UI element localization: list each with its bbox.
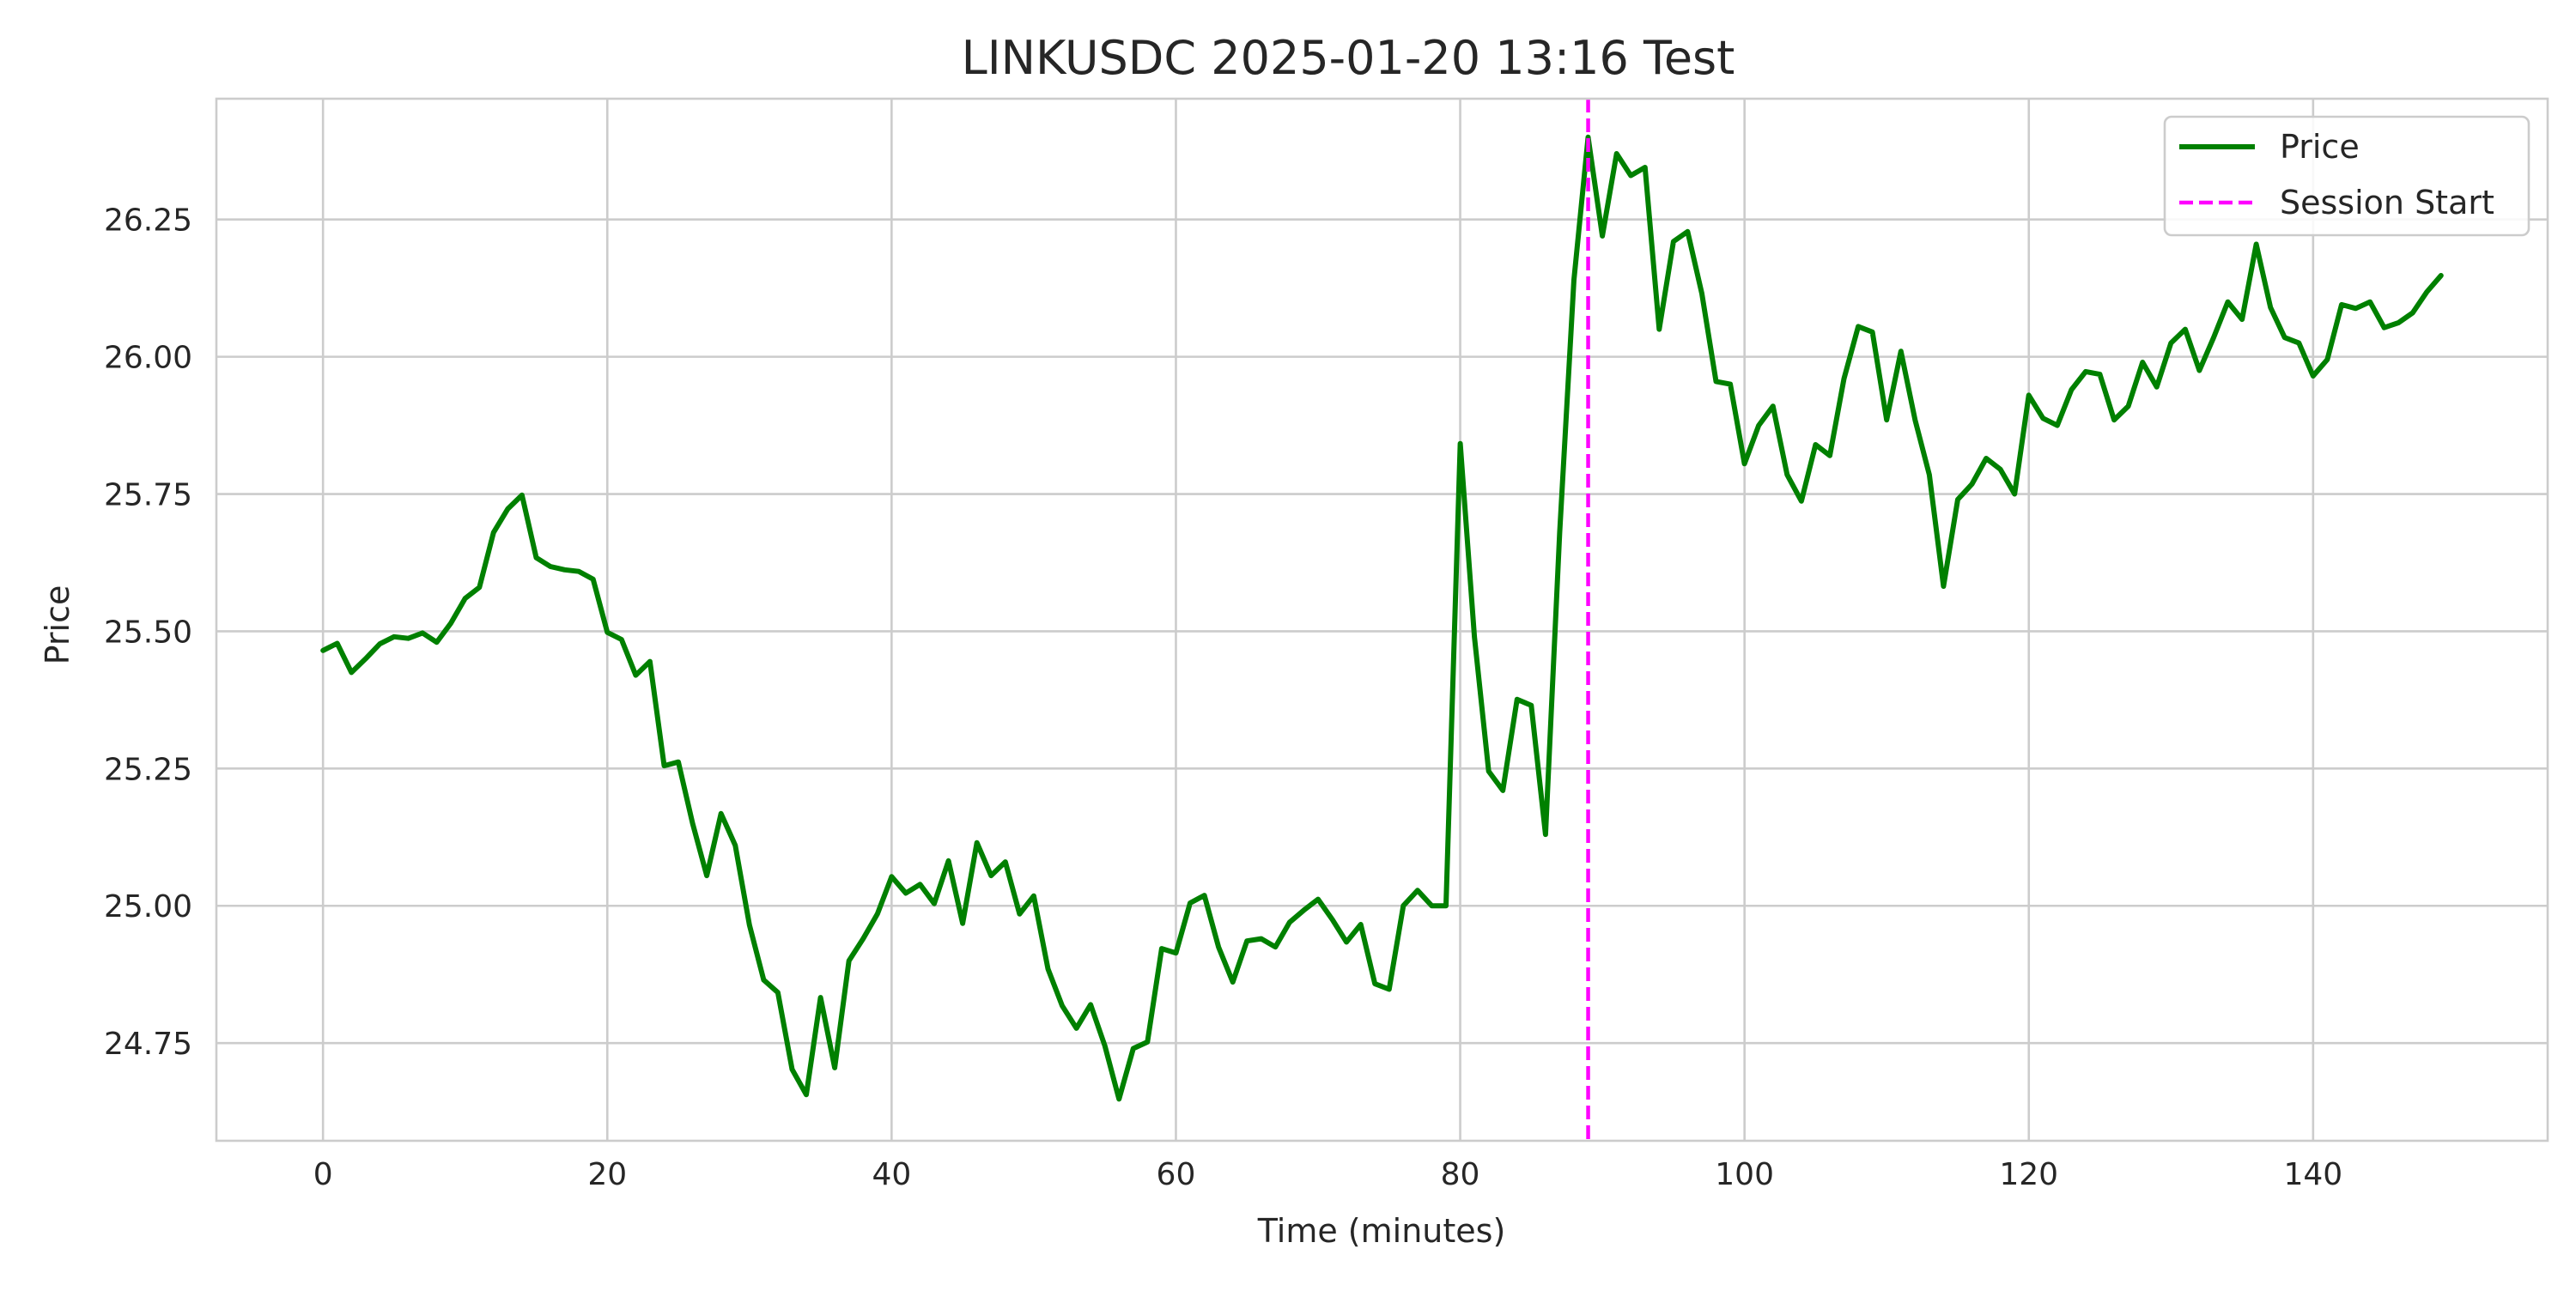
x-tick-label: 80: [1441, 1157, 1480, 1192]
y-axis-label: Price: [39, 585, 76, 665]
y-tick-label: 25.50: [104, 615, 192, 650]
legend-session-start-label: Session Start: [2280, 184, 2494, 221]
chart-title: LINKUSDC 2025-01-20 13:16 Test: [962, 31, 1735, 85]
x-tick-label: 60: [1157, 1157, 1196, 1192]
y-tick-label: 26.25: [104, 203, 192, 239]
x-tick-label: 40: [872, 1157, 911, 1192]
plot-frame: [215, 97, 2549, 1143]
x-axis-ticks: 0 20 40 60 80 100 120 140: [313, 1157, 2342, 1192]
y-tick-label: 24.75: [104, 1027, 192, 1062]
y-tick-label: 25.25: [104, 752, 192, 787]
legend: Price Session Start: [2163, 115, 2530, 237]
x-tick-label: 120: [1999, 1157, 2058, 1192]
y-tick-label: 26.00: [104, 341, 192, 376]
x-tick-label: 0: [313, 1157, 333, 1192]
y-tick-label: 25.75: [104, 478, 192, 513]
x-tick-label: 100: [1715, 1157, 1774, 1192]
x-tick-label: 140: [2283, 1157, 2342, 1192]
legend-box: [2163, 115, 2530, 237]
y-axis-ticks: 24.75 25.00 25.25 25.50 25.75 26.00 26.25: [104, 203, 192, 1062]
price-line: [320, 134, 2444, 1102]
legend-price-label: Price: [2280, 128, 2360, 166]
y-tick-label: 25.00: [104, 889, 192, 924]
x-tick-label: 20: [587, 1157, 627, 1192]
series-layer: [320, 99, 2444, 1141]
x-axis-label: Time (minutes): [1257, 1212, 1506, 1250]
